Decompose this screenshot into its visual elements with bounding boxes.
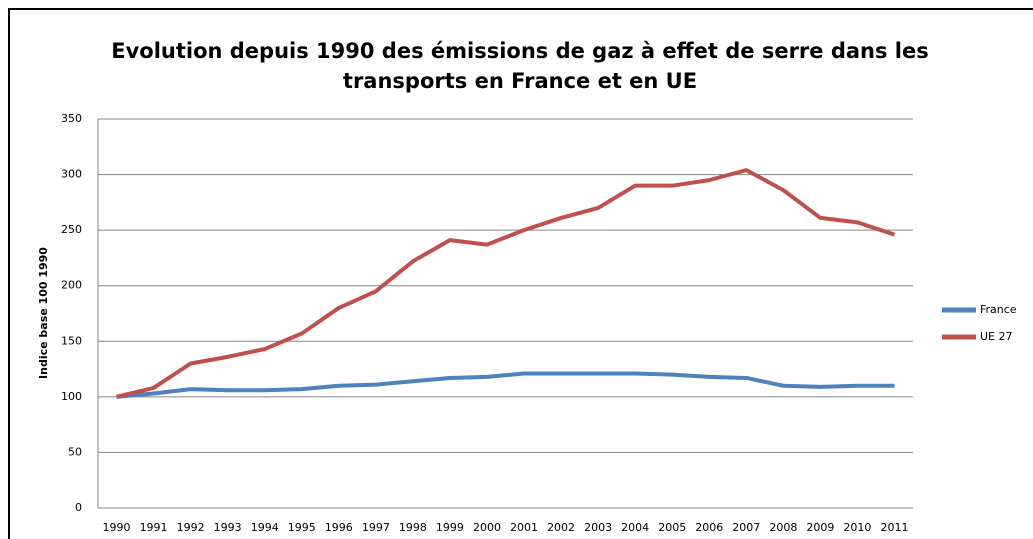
x-tick-label: 2008 bbox=[769, 521, 797, 534]
x-tick-label: 1999 bbox=[436, 521, 464, 534]
x-tick-label: 2002 bbox=[547, 521, 575, 534]
y-tick-label: 50 bbox=[68, 445, 82, 458]
x-tick-label: 1998 bbox=[399, 521, 427, 534]
y-tick-label: 300 bbox=[61, 168, 82, 181]
x-tick-label: 2007 bbox=[732, 521, 760, 534]
x-tick-label: 1992 bbox=[177, 521, 205, 534]
y-axis-label: Indice base 100 1990 bbox=[37, 247, 50, 379]
x-tick-label: 1995 bbox=[288, 521, 316, 534]
y-tick-label: 150 bbox=[61, 334, 82, 347]
chart-border bbox=[8, 8, 1033, 539]
x-tick-label: 2011 bbox=[880, 521, 908, 534]
y-tick-label: 200 bbox=[61, 279, 82, 292]
legend-label: UE 27 bbox=[980, 330, 1013, 343]
x-tick-label: 2005 bbox=[658, 521, 686, 534]
x-tick-label: 2003 bbox=[584, 521, 612, 534]
data-line bbox=[116, 371, 895, 399]
x-tick-label: 2001 bbox=[510, 521, 538, 534]
x-tick-label: 2004 bbox=[621, 521, 649, 534]
x-tick-label: 2000 bbox=[473, 521, 501, 534]
x-tick-label: 1993 bbox=[214, 521, 242, 534]
x-tick-label: 1996 bbox=[325, 521, 353, 534]
x-tick-label: 2009 bbox=[806, 521, 834, 534]
x-tick-label: 2010 bbox=[843, 521, 871, 534]
y-tick-label: 100 bbox=[61, 390, 82, 403]
chart-title: Evolution depuis 1990 des émissions de g… bbox=[111, 39, 929, 93]
x-tick-label: 1994 bbox=[251, 521, 279, 534]
data-line bbox=[116, 168, 896, 399]
x-tick-label: 1991 bbox=[140, 521, 168, 534]
x-tick-label: 2006 bbox=[695, 521, 723, 534]
y-tick-label: 0 bbox=[75, 501, 82, 514]
legend-label: France bbox=[980, 303, 1017, 316]
y-tick-label: 250 bbox=[61, 223, 82, 236]
y-tick-label: 350 bbox=[61, 112, 82, 125]
x-tick-label: 1990 bbox=[103, 521, 131, 534]
x-tick-label: 1997 bbox=[362, 521, 390, 534]
